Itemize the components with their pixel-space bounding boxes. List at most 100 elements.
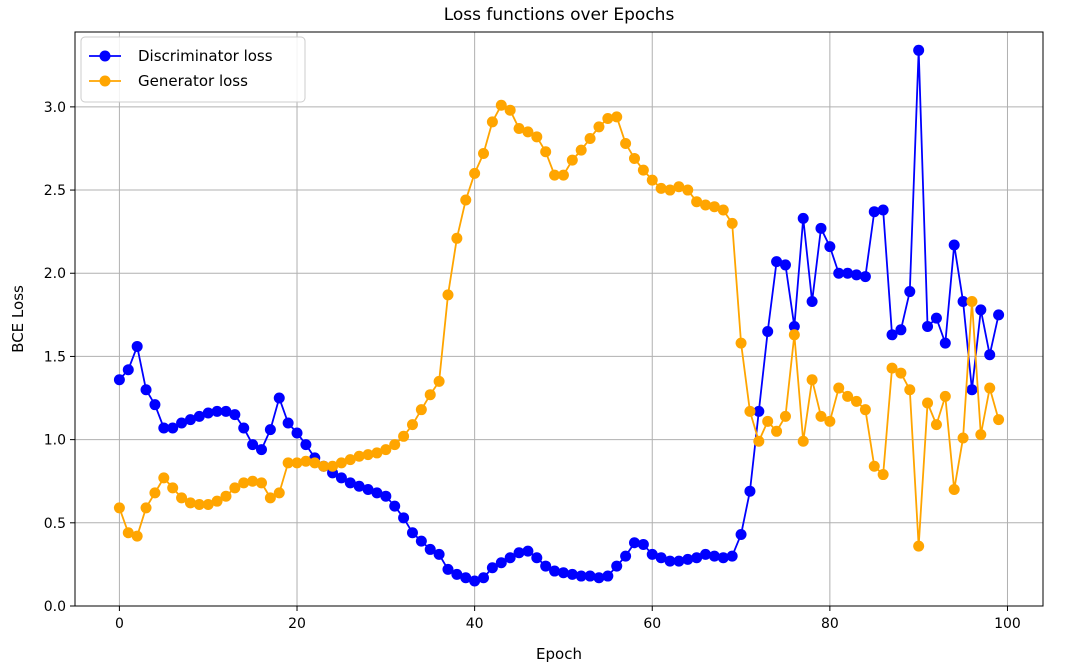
data-point-discriminator-loss bbox=[771, 256, 783, 268]
data-point-generator-loss bbox=[868, 460, 880, 472]
data-point-generator-loss bbox=[726, 217, 738, 229]
data-point-discriminator-loss bbox=[717, 552, 729, 564]
data-point-generator-loss bbox=[744, 405, 756, 417]
data-point-generator-loss bbox=[513, 123, 525, 134]
data-point-generator-loss bbox=[771, 425, 783, 437]
series-discriminator-loss bbox=[113, 44, 1005, 587]
data-point-discriminator-loss bbox=[788, 320, 800, 332]
data-point-discriminator-loss bbox=[744, 485, 756, 497]
y-tick-label: 0.5 bbox=[44, 516, 66, 532]
data-point-generator-loss bbox=[176, 492, 188, 504]
data-point-generator-loss bbox=[611, 111, 623, 123]
data-point-discriminator-loss bbox=[486, 562, 498, 574]
data-point-discriminator-loss bbox=[184, 414, 196, 426]
data-point-discriminator-loss bbox=[691, 552, 703, 564]
y-axis-label: BCE Loss bbox=[9, 285, 27, 353]
data-point-generator-loss bbox=[788, 329, 800, 341]
data-point-generator-loss bbox=[691, 196, 703, 208]
data-point-generator-loss bbox=[291, 457, 303, 469]
data-point-discriminator-loss bbox=[247, 439, 259, 451]
x-axis-label: Epoch bbox=[536, 645, 582, 663]
data-point-discriminator-loss bbox=[966, 384, 978, 396]
y-tick-label: 1.5 bbox=[44, 349, 66, 365]
data-point-discriminator-loss bbox=[282, 417, 294, 429]
data-point-discriminator-loss bbox=[922, 320, 934, 332]
data-point-generator-loss bbox=[522, 126, 534, 138]
data-point-generator-loss bbox=[211, 495, 223, 507]
data-point-discriminator-loss bbox=[522, 545, 534, 557]
data-point-generator-loss bbox=[167, 482, 179, 494]
data-point-discriminator-loss bbox=[193, 410, 205, 422]
data-point-generator-loss bbox=[975, 429, 987, 441]
data-point-discriminator-loss bbox=[824, 241, 836, 253]
data-point-generator-loss bbox=[406, 419, 418, 431]
data-point-discriminator-loss bbox=[557, 567, 569, 579]
data-point-generator-loss bbox=[442, 289, 454, 301]
data-point-discriminator-loss bbox=[762, 325, 774, 337]
data-point-discriminator-loss bbox=[939, 337, 951, 349]
data-point-discriminator-loss bbox=[451, 568, 463, 580]
data-point-discriminator-loss bbox=[424, 543, 436, 555]
data-point-generator-loss bbox=[815, 410, 827, 422]
data-point-generator-loss bbox=[273, 487, 285, 499]
data-point-generator-loss bbox=[735, 337, 747, 349]
data-point-generator-loss bbox=[682, 184, 694, 196]
data-point-generator-loss bbox=[540, 146, 552, 158]
x-axis-ticks: 0 20 40 60 80 100 bbox=[115, 606, 1021, 632]
data-point-discriminator-loss bbox=[957, 296, 969, 308]
data-point-generator-loss bbox=[300, 455, 312, 467]
data-point-generator-loss bbox=[655, 182, 667, 194]
data-point-discriminator-loss bbox=[131, 340, 143, 352]
data-point-generator-loss bbox=[335, 457, 347, 469]
data-point-discriminator-loss bbox=[291, 427, 303, 439]
data-point-discriminator-loss bbox=[273, 392, 285, 404]
data-point-generator-loss bbox=[993, 414, 1005, 426]
data-point-discriminator-loss bbox=[504, 552, 516, 564]
data-point-generator-loss bbox=[362, 449, 374, 461]
data-point-discriminator-loss bbox=[167, 422, 179, 434]
data-point-generator-loss bbox=[779, 410, 791, 422]
data-point-generator-loss bbox=[700, 199, 712, 211]
data-point-generator-loss bbox=[824, 415, 836, 427]
data-point-discriminator-loss bbox=[833, 267, 845, 279]
data-point-generator-loss bbox=[984, 382, 996, 394]
data-point-generator-loss bbox=[806, 374, 818, 386]
data-point-generator-loss bbox=[957, 432, 969, 444]
data-point-generator-loss bbox=[229, 482, 241, 494]
data-point-generator-loss bbox=[282, 457, 294, 469]
x-tick-label: 0 bbox=[115, 616, 124, 632]
data-point-generator-loss bbox=[575, 144, 587, 156]
data-point-discriminator-loss bbox=[993, 309, 1005, 321]
data-point-discriminator-loss bbox=[140, 384, 152, 396]
data-point-discriminator-loss bbox=[540, 560, 552, 572]
data-point-generator-loss bbox=[797, 435, 809, 447]
data-point-discriminator-loss bbox=[380, 490, 392, 502]
data-point-generator-loss bbox=[717, 204, 729, 216]
data-point-generator-loss bbox=[460, 194, 472, 206]
data-point-generator-loss bbox=[495, 99, 507, 111]
data-point-discriminator-loss bbox=[371, 487, 383, 499]
data-point-generator-loss bbox=[851, 395, 862, 407]
data-point-discriminator-loss bbox=[859, 271, 871, 283]
x-tick-label: 20 bbox=[288, 616, 306, 632]
data-point-discriminator-loss bbox=[593, 572, 605, 584]
data-point-generator-loss bbox=[486, 116, 498, 128]
data-point-generator-loss bbox=[256, 477, 267, 489]
data-point-discriminator-loss bbox=[842, 267, 854, 279]
data-point-discriminator-loss bbox=[620, 550, 632, 562]
data-point-discriminator-loss bbox=[797, 212, 809, 224]
data-point-generator-loss bbox=[451, 232, 463, 244]
data-point-generator-loss bbox=[904, 384, 916, 396]
legend-item-discriminator: Discriminator loss bbox=[89, 47, 273, 65]
data-point-generator-loss bbox=[584, 132, 596, 144]
data-point-discriminator-loss bbox=[149, 399, 161, 411]
legend: Discriminator loss Generator loss bbox=[80, 36, 306, 103]
data-point-discriminator-loss bbox=[584, 570, 596, 582]
data-point-discriminator-loss bbox=[948, 239, 960, 251]
data-point-discriminator-loss bbox=[868, 206, 880, 218]
data-point-generator-loss bbox=[833, 382, 845, 394]
data-point-discriminator-loss bbox=[335, 472, 347, 484]
data-point-discriminator-loss bbox=[415, 535, 427, 547]
data-point-generator-loss bbox=[842, 390, 854, 402]
data-point-discriminator-loss bbox=[264, 424, 276, 436]
